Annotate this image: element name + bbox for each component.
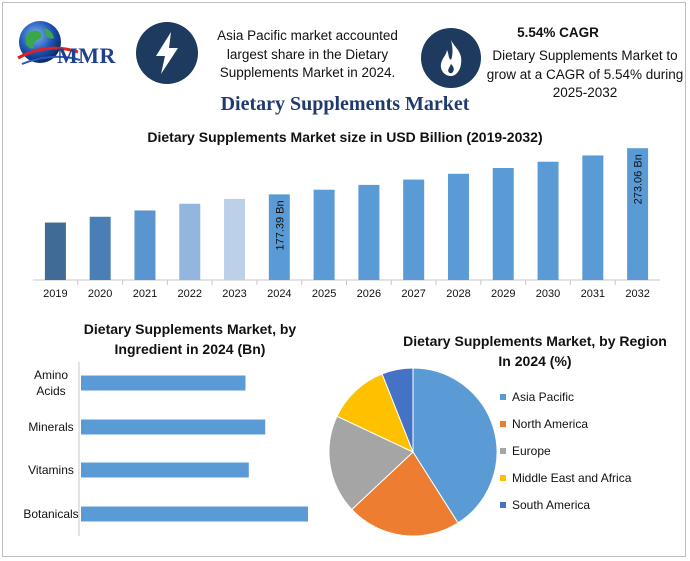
legend-swatch (500, 475, 506, 481)
legend-label: South America (512, 498, 591, 512)
bar-botanicals (81, 506, 308, 522)
flame-icon (421, 28, 481, 88)
logo-text: MMR (57, 43, 116, 68)
data-label-2024: 177.39 Bn (274, 200, 286, 250)
pie-slice-north-america (351, 451, 459, 537)
bar-2023 (224, 198, 246, 280)
x-tick-label: 2021 (133, 288, 157, 300)
legend-swatch (500, 421, 506, 427)
x-tick-label: 2020 (88, 288, 112, 300)
legend-swatch (500, 502, 506, 508)
y-tick-label: Amino (34, 368, 68, 382)
region-chart-title: Dietary Supplements Market, by Region In… (403, 333, 667, 369)
bar-minerals (81, 419, 266, 435)
bar-2025 (313, 189, 335, 280)
x-tick-label: 2032 (625, 288, 649, 300)
bar-2019 (44, 222, 66, 280)
globe-logo-icon (17, 21, 81, 65)
legend-item: South America (500, 498, 590, 512)
pie-slice-middle-east-and-africa (336, 373, 414, 453)
bar-2022 (179, 203, 201, 280)
bar-vitamins (81, 462, 249, 478)
x-tick-label: 2027 (401, 288, 425, 300)
y-tick-label: Botanicals (23, 507, 78, 521)
legend-item: Asia Pacific (500, 390, 574, 404)
pie-slice-europe (328, 415, 414, 511)
x-tick-label: 2025 (312, 288, 336, 300)
x-tick-label: 2026 (357, 288, 381, 300)
bar-2032 (627, 148, 649, 280)
bar-2026 (358, 184, 380, 280)
y-tick-label: Minerals (28, 420, 73, 434)
x-tick-label: 2024 (267, 288, 291, 300)
legend-swatch (500, 394, 506, 400)
x-tick-label: 2030 (536, 288, 560, 300)
y-tick-label: Vitamins (28, 463, 74, 477)
x-tick-label: 2023 (222, 288, 246, 300)
legend-item: Europe (500, 444, 551, 458)
market-size-chart-title: Dietary Supplements Market size in USD B… (147, 129, 543, 145)
bar-amino-acids (81, 375, 246, 391)
legend-item: North America (500, 417, 588, 431)
x-tick-label: 2029 (491, 288, 515, 300)
bar-2028 (447, 173, 469, 280)
pie-slice-south-america (381, 367, 414, 453)
bar-2027 (403, 179, 425, 280)
bar-2031 (582, 155, 604, 280)
legend-label: North America (512, 417, 589, 431)
legend-label: Asia Pacific (512, 390, 575, 404)
legend-item: Middle East and Africa (500, 471, 631, 485)
stat-cagr: Dietary Supplements Market to grow at a … (486, 48, 684, 100)
bar-2020 (89, 216, 111, 280)
main-title: Dietary Supplements Market (220, 93, 470, 115)
mmr-logo (14, 18, 132, 84)
x-tick-label: 2028 (446, 288, 470, 300)
x-tick-label: 2022 (178, 288, 202, 300)
lightning-icon (136, 22, 198, 84)
x-tick-label: 2031 (581, 288, 605, 300)
bar-2021 (134, 210, 156, 280)
stat-asia-pacific: Asia Pacific market accounted largest sh… (217, 28, 398, 80)
y-tick-label: Acids (36, 384, 65, 398)
legend-swatch (500, 448, 506, 454)
legend-label: Middle East and Africa (512, 471, 632, 485)
bar-2029 (492, 168, 514, 280)
bar-2030 (537, 161, 559, 280)
cagr-heading: 5.54% CAGR (517, 25, 599, 40)
ingredient-chart-title: Dietary Supplements Market, by Ingredien… (83, 321, 297, 357)
bar-2024 (268, 194, 290, 280)
x-tick-label: 2019 (43, 288, 67, 300)
legend-label: Europe (512, 444, 551, 458)
data-label-2032: 273.06 Bn (633, 154, 645, 204)
